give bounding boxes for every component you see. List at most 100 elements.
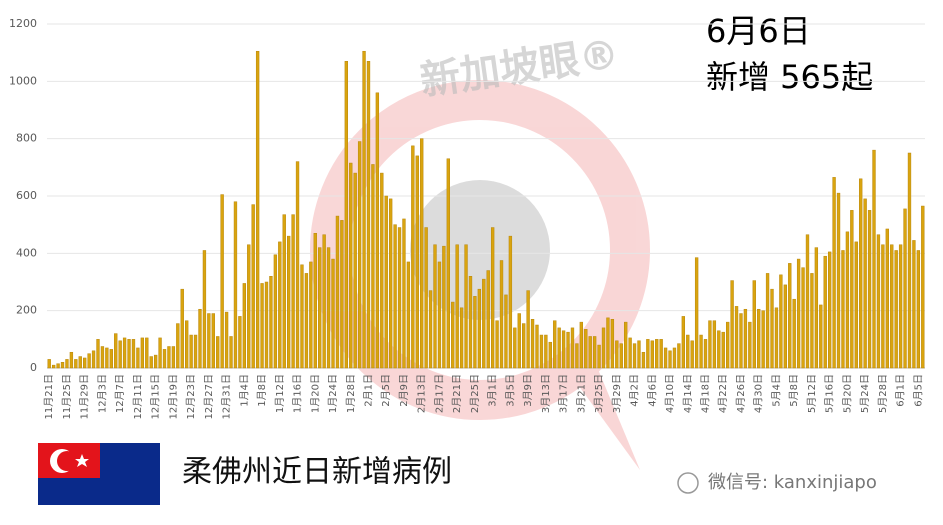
bar: [229, 336, 233, 369]
bar: [872, 149, 876, 369]
bar: [56, 363, 60, 369]
bar: [867, 210, 872, 369]
bar: [149, 356, 153, 369]
bar: [326, 247, 331, 369]
bar: [748, 321, 752, 369]
x-tick-label: 4月10日: [664, 374, 676, 413]
x-tick-label: 2月21日: [451, 374, 463, 413]
bar: [105, 347, 109, 369]
bar: [495, 320, 499, 369]
bar: [145, 337, 149, 369]
bar: [309, 261, 313, 369]
bar: [255, 50, 260, 369]
source: 微信号: kanxinjiapo: [708, 472, 877, 493]
bar: [761, 310, 765, 369]
bar: [282, 214, 286, 369]
bar: [819, 304, 823, 369]
bar: [264, 281, 269, 369]
bar: [845, 231, 850, 369]
bar: [380, 172, 384, 369]
x-tick-label: 12月19日: [167, 374, 179, 419]
bar: [508, 235, 513, 369]
bar: [207, 313, 211, 369]
bar: [189, 334, 193, 369]
x-tick-label: 12月23日: [185, 374, 197, 419]
bar: [850, 210, 854, 369]
bar: [428, 290, 433, 369]
bar: [739, 313, 743, 369]
bar: [388, 198, 393, 369]
bar: [624, 321, 628, 369]
x-tick-label: 4月6日: [646, 374, 658, 407]
x-tick-label: 12月31日: [221, 374, 233, 419]
bar: [504, 294, 508, 369]
y-tick-label: 200: [16, 304, 37, 317]
bar: [898, 244, 903, 369]
bar: [162, 349, 167, 369]
bar: [912, 240, 916, 369]
y-tick-label: 1200: [9, 17, 37, 30]
x-tick-label: 4月14日: [682, 374, 694, 413]
x-tick-label: 12月15日: [150, 374, 162, 419]
y-tick-label: 0: [30, 361, 37, 374]
bar: [171, 346, 176, 369]
bar: [87, 353, 91, 369]
bar: [335, 215, 340, 369]
x-tick-label: 2月9日: [398, 374, 410, 407]
bar: [424, 227, 428, 369]
bar: [686, 334, 690, 369]
bar: [526, 290, 530, 369]
bar: [801, 267, 805, 369]
bar: [251, 204, 255, 369]
bar: [136, 347, 140, 369]
bar: [211, 313, 215, 369]
x-tick-label: 2月17日: [433, 374, 445, 413]
bar: [694, 257, 699, 369]
bar: [566, 331, 570, 369]
x-tick-label: 5月24日: [859, 374, 871, 413]
bar: [318, 247, 322, 369]
bar: [247, 244, 251, 369]
bar: [757, 308, 761, 369]
bar: [592, 336, 597, 369]
bar: [894, 250, 898, 369]
bar: [322, 234, 326, 369]
bar: [575, 343, 579, 369]
x-tick-label: 2月1日: [362, 374, 374, 407]
bar: [344, 61, 348, 369]
bar: [792, 298, 796, 369]
bar: [220, 194, 224, 369]
bar: [238, 316, 242, 369]
bar: [632, 343, 637, 369]
bar: [65, 359, 69, 369]
bar: [499, 260, 504, 369]
bar: [349, 162, 353, 369]
bar: [47, 359, 51, 369]
bar: [114, 333, 118, 369]
bar: [91, 350, 96, 369]
bar: [859, 178, 863, 369]
bar: [300, 264, 304, 369]
bar: [384, 195, 388, 369]
bar: [699, 334, 703, 369]
x-tick-label: 1月12日: [274, 374, 286, 413]
x-tick-label: 4月2日: [629, 374, 641, 407]
bar: [406, 261, 411, 369]
x-tick-label: 5月16日: [824, 374, 836, 413]
bar: [530, 319, 535, 369]
bar: [779, 274, 783, 369]
x-tick-label: 1月20日: [309, 374, 321, 413]
x-tick-label: 5月28日: [877, 374, 889, 413]
bar: [717, 330, 721, 369]
y-tick-label: 1000: [9, 74, 37, 87]
bar: [69, 351, 74, 369]
bar: [916, 250, 921, 369]
bar: [260, 283, 264, 369]
bar: [557, 327, 561, 369]
bar: [810, 273, 814, 369]
x-tick-label: 12月11日: [132, 374, 144, 419]
bar: [366, 61, 371, 369]
bar: [628, 337, 632, 369]
bar: [907, 152, 912, 369]
x-tick-label: 1月16日: [292, 374, 304, 413]
